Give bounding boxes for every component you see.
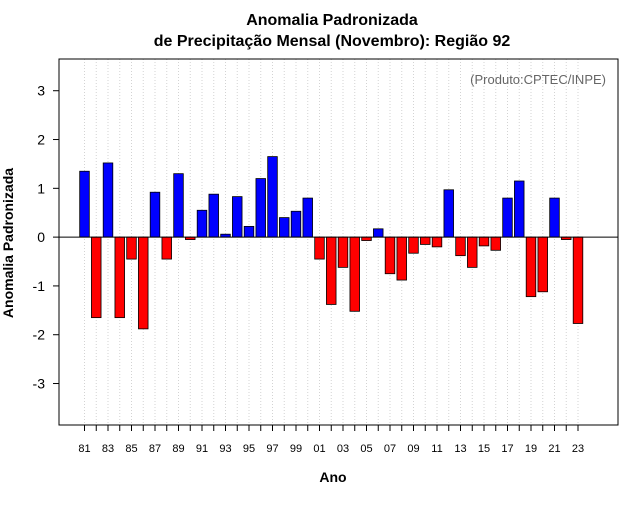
x-tick-label: 13	[454, 443, 466, 455]
bar-1983	[102, 162, 114, 238]
x-tick-label: 17	[501, 443, 513, 455]
chart-title-line1: Anomalia Padronizada	[246, 12, 418, 29]
bar-2007	[384, 236, 396, 275]
x-tick-label: 95	[243, 443, 255, 455]
bar-1985	[126, 236, 137, 260]
bar-1986	[138, 236, 149, 330]
x-tick-label: 19	[525, 443, 537, 455]
bar-2008	[396, 236, 407, 281]
bar-1989	[173, 173, 184, 238]
bar-2005	[361, 236, 372, 241]
x-tick-label: 91	[196, 443, 208, 455]
x-tick-label: 83	[102, 443, 114, 455]
x-axis-label: Ano	[319, 469, 346, 485]
x-tick-label: 11	[431, 443, 442, 455]
x-tick-label: 87	[149, 443, 161, 455]
y-tick-label: -2	[33, 327, 46, 343]
bar-2018	[514, 180, 525, 238]
bar-1996	[255, 178, 266, 238]
annotation-source: (Produto:CPTEC/INPE)	[470, 72, 606, 87]
bar-2019	[525, 236, 537, 298]
bar-2006	[373, 228, 384, 238]
x-tick-label: 03	[337, 443, 349, 455]
x-tick-label: 97	[266, 443, 278, 455]
y-tick-label: 2	[37, 132, 45, 148]
y-tick-label: -3	[33, 376, 46, 392]
bar-1984	[114, 236, 125, 319]
bar-1992	[208, 193, 219, 238]
bar-2021	[549, 197, 560, 238]
y-tick-label: 1	[37, 180, 45, 196]
bar-2003	[337, 236, 349, 268]
bar-2013	[455, 236, 466, 257]
x-tick-label: 89	[172, 443, 184, 455]
y-axis-label: Anomalia Padronizada	[0, 168, 16, 318]
y-tick-label: -1	[33, 278, 46, 294]
bar-2004	[349, 236, 360, 312]
bar-1988	[161, 236, 172, 260]
x-tick-label: 99	[290, 443, 302, 455]
chart-title-line2: de Precipitação Mensal (Novembro): Regiã…	[154, 33, 511, 50]
bar-2016	[490, 236, 501, 251]
bar-1982	[91, 236, 102, 319]
bar-2009	[408, 236, 419, 254]
bar-2010	[420, 236, 431, 245]
x-axis: 81 83 85 87 89 91 93 95 97 99 01 03 05 07 09 11 13 15 17 19…	[78, 425, 584, 455]
x-tick-label: 01	[313, 443, 325, 455]
bar-1998	[279, 217, 290, 238]
x-tick-label: 09	[407, 443, 419, 455]
bar-2001	[314, 236, 325, 260]
bar-layer	[79, 156, 584, 330]
bar-2011	[431, 236, 443, 248]
x-tick-label: 81	[78, 443, 90, 455]
bar-2014	[467, 236, 478, 268]
bar-2023	[572, 236, 584, 324]
x-tick-label: 05	[360, 443, 372, 455]
bar-2012	[443, 189, 454, 238]
bar-2020	[537, 236, 548, 293]
bar-1995	[243, 225, 255, 238]
bar-1994	[232, 196, 243, 238]
x-tick-label: 93	[219, 443, 231, 455]
x-tick-label: 85	[125, 443, 137, 455]
bar-2002	[326, 236, 337, 305]
bar-1997	[267, 156, 278, 238]
plot-frame	[58, 58, 619, 426]
bar-1987	[149, 191, 161, 238]
bar-1981	[79, 170, 90, 238]
y-tick-label: 0	[37, 229, 45, 245]
x-tick-label: 07	[384, 443, 396, 455]
x-tick-label: 15	[478, 443, 490, 455]
bar-2017	[502, 197, 513, 238]
bar-1999	[290, 210, 302, 238]
bar-2015	[478, 236, 490, 247]
bar-1991	[196, 209, 208, 238]
bar-2000	[302, 197, 313, 238]
x-tick-label: 23	[572, 443, 584, 455]
y-axis: -3 -2 -1 0 1 2 3	[33, 83, 59, 392]
x-tick-label: 21	[548, 443, 560, 455]
y-tick-label: 3	[37, 83, 45, 99]
